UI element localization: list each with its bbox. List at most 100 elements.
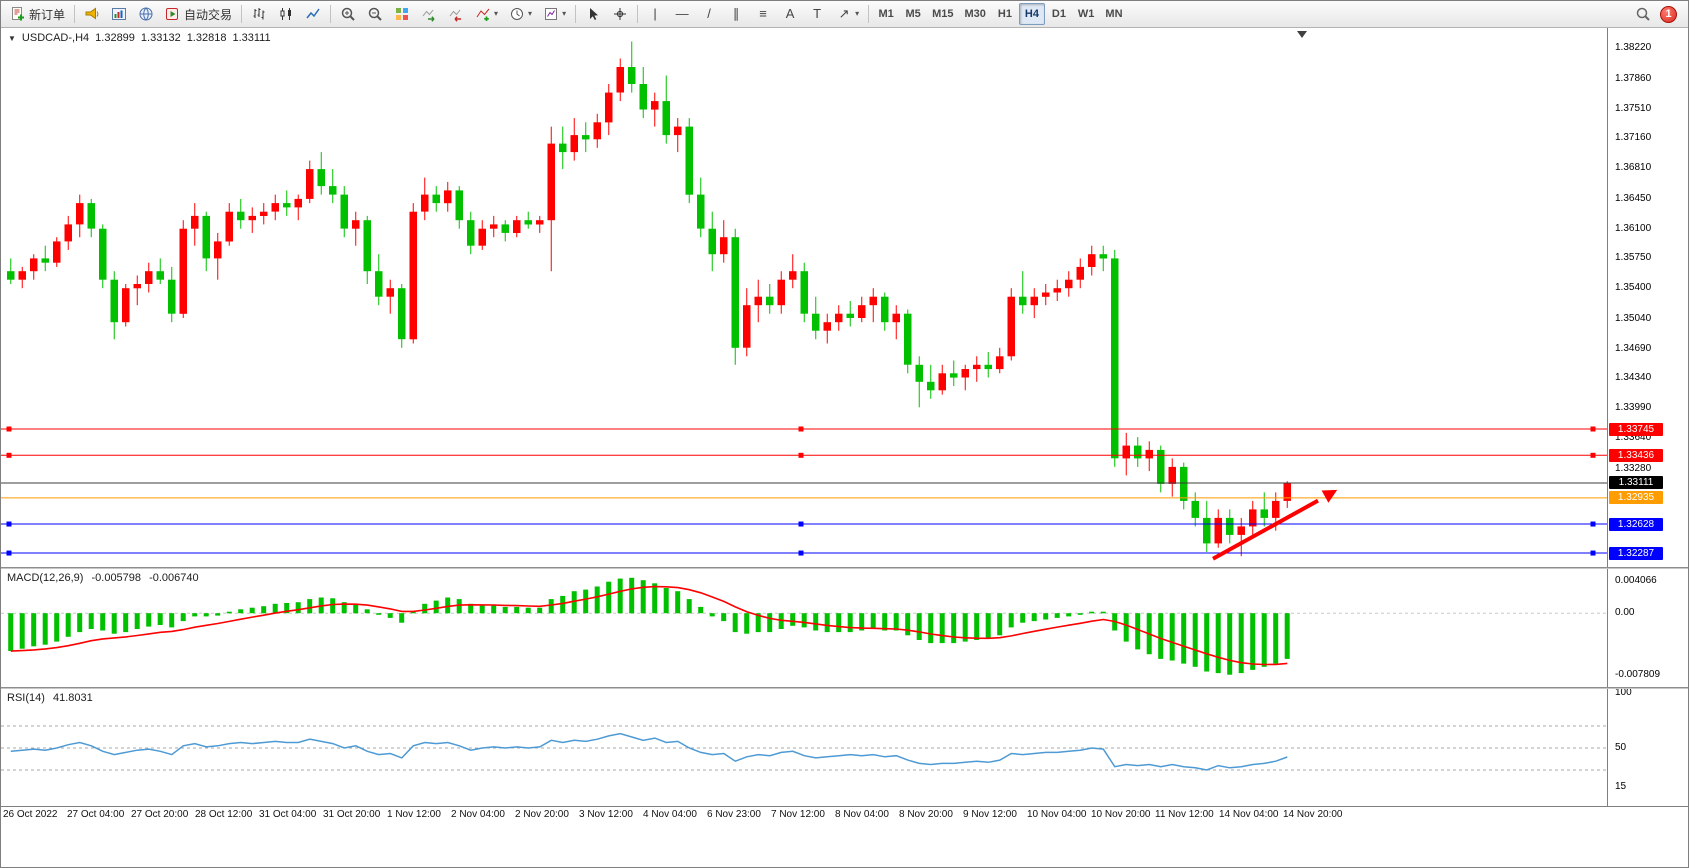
candlestick-icon — [280, 8, 292, 20]
toolbar-right-group: 1 — [1635, 5, 1686, 23]
price-tick: 1.36450 — [1615, 192, 1652, 204]
strategy-tester-button[interactable] — [133, 3, 159, 25]
timeframe-button-m15[interactable]: M15 — [932, 8, 954, 20]
new-order-button[interactable]: 新订单 — [5, 3, 70, 25]
macd-histogram — [8, 577, 1290, 675]
equidistant-channel-button[interactable]: ∥ — [723, 3, 749, 25]
price-tick: 1.37860 — [1615, 72, 1652, 84]
price-axis[interactable]: 1.38220 1.37860 1.37510 1.37160 1.36810 1.364… — [1607, 28, 1688, 807]
rsi-line — [10, 732, 1288, 771]
time-axis-label: 11 Nov 12:00 — [1155, 809, 1214, 820]
ohlc-close: 1.33111 — [232, 32, 271, 44]
terminal-button[interactable] — [106, 3, 132, 25]
collapse-chart-icon[interactable]: ▼ — [8, 33, 16, 43]
timeframe-button-h4[interactable]: H4 — [1018, 3, 1045, 25]
auto-trading-label: 自动交易 — [184, 7, 233, 22]
time-axis-label: 6 Nov 23:00 — [707, 809, 761, 820]
time-axis-label: 10 Nov 04:00 — [1027, 809, 1087, 820]
trendline-button[interactable]: / — [696, 3, 722, 25]
macd-main-value: -0.005798 — [91, 572, 142, 584]
indicators-button[interactable]: ▾ — [470, 3, 503, 25]
chart-shift-marker[interactable] — [1297, 31, 1307, 38]
timeframe-button-m5[interactable]: M5 — [905, 8, 921, 20]
main-chart-canvas[interactable] — [1, 28, 1607, 569]
chart-ohlc-header: ▼ USDCAD-,H4 1.32899 1.33132 1.32818 1.3… — [8, 32, 271, 44]
templates-button[interactable]: ▾ — [538, 3, 571, 25]
price-tick: 1.36100 — [1615, 222, 1652, 234]
auto-trading-button[interactable]: 自动交易 — [160, 3, 237, 25]
bar-chart-button[interactable] — [246, 3, 272, 25]
zoom-in-button[interactable] — [335, 3, 361, 25]
crosshair-button[interactable] — [607, 3, 633, 25]
candles-layer[interactable] — [7, 41, 1291, 557]
arrows-tool-button[interactable]: ↗ ▾ — [831, 3, 864, 25]
text-tool-icon: A — [785, 6, 795, 21]
rsi-pane-label: RSI(14) 41.8031 — [7, 692, 93, 704]
chevron-down-icon: ▾ — [528, 9, 533, 18]
search-icon[interactable] — [1635, 6, 1651, 22]
timeframe-button-d1[interactable]: D1 — [1051, 8, 1066, 20]
line-chart-icon — [306, 8, 320, 19]
macd-pane-canvas[interactable] — [1, 569, 1607, 687]
time-axis-label: 3 Nov 12:00 — [579, 809, 633, 820]
price-tick: 1.37160 — [1615, 132, 1652, 144]
horn-icon — [85, 7, 99, 20]
time-axis-label: 8 Nov 20:00 — [899, 809, 953, 820]
time-axis[interactable]: 26 Oct 2022 27 Oct 04:00 27 Oct 20:00 28 Oc… — [1, 809, 1607, 827]
chevron-down-icon: ▾ — [855, 9, 860, 18]
tile-windows-icon — [396, 8, 409, 20]
line-chart-button[interactable] — [300, 3, 326, 25]
toolbar-separator — [330, 5, 332, 23]
candlestick-chart-button[interactable] — [273, 3, 299, 25]
price-tag-1.32935: 1.32935 — [1609, 491, 1663, 505]
time-axis-label: 27 Oct 20:00 — [131, 809, 189, 820]
auto-scroll-button[interactable] — [416, 3, 442, 25]
zoom-out-button[interactable] — [362, 3, 388, 25]
cursor-button[interactable] — [580, 3, 606, 25]
price-tick: 1.37510 — [1615, 102, 1652, 114]
time-axis-label: 9 Nov 12:00 — [963, 809, 1017, 820]
chevron-down-icon: ▾ — [494, 9, 499, 18]
timeframe-button-mn[interactable]: MN — [1105, 8, 1123, 20]
macd-pane-label: MACD(12,26,9) -0.005798 -0.006740 — [7, 572, 199, 584]
notification-badge[interactable]: 1 — [1660, 5, 1677, 23]
indicators-icon — [476, 8, 490, 21]
time-axis-label: 7 Nov 12:00 — [771, 809, 825, 820]
toolbar-separator — [868, 5, 870, 23]
timeframe-button-m30[interactable]: M30 — [964, 8, 986, 20]
pane-splitter[interactable] — [1, 687, 1688, 689]
timeframe-button-m1[interactable]: M1 — [878, 8, 894, 20]
time-axis-label: 28 Oct 12:00 — [195, 809, 253, 820]
arrows-tool-icon: ↗ — [838, 6, 850, 21]
rsi-indicator-name: RSI(14) — [7, 692, 45, 704]
timeframe-button-w1[interactable]: W1 — [1077, 8, 1095, 20]
price-tick: 1.35400 — [1615, 282, 1652, 294]
bar-chart-icon — [253, 8, 265, 20]
horizontal-line-icon: — — [675, 6, 689, 21]
fibonacci-button[interactable]: ≡ — [750, 3, 776, 25]
text-tool-button[interactable]: A — [777, 3, 803, 25]
zoom-out-icon — [368, 7, 382, 21]
zoom-in-icon — [341, 7, 355, 21]
trend-arrow-annotation[interactable] — [1212, 484, 1341, 561]
charts-window-icon — [112, 8, 127, 20]
price-tick: 1.36810 — [1615, 162, 1652, 174]
timeframe-button-h1[interactable]: H1 — [997, 8, 1012, 20]
price-tag-1.33745: 1.33745 — [1609, 422, 1663, 436]
periods-button[interactable]: ▾ — [504, 3, 537, 25]
chart-shift-button[interactable] — [443, 3, 469, 25]
horizontal-line-button[interactable]: — — [669, 3, 695, 25]
pane-splitter[interactable] — [1, 567, 1688, 569]
tile-windows-button[interactable] — [389, 3, 415, 25]
rsi-pane-canvas[interactable] — [1, 689, 1607, 806]
ohlc-high: 1.33132 — [140, 32, 181, 44]
text-label-tool-button[interactable]: T — [804, 3, 830, 25]
price-tag-1.33436: 1.33436 — [1609, 448, 1663, 462]
macd-signal-line — [10, 585, 1288, 666]
vertical-line-button[interactable]: | — [642, 3, 668, 25]
price-tag-1.32628: 1.32628 — [1609, 517, 1663, 531]
time-axis-separator — [1, 806, 1688, 807]
toolbar-separator — [74, 5, 76, 23]
trendline-icon: / — [707, 6, 711, 21]
alerts-button[interactable] — [79, 3, 105, 25]
